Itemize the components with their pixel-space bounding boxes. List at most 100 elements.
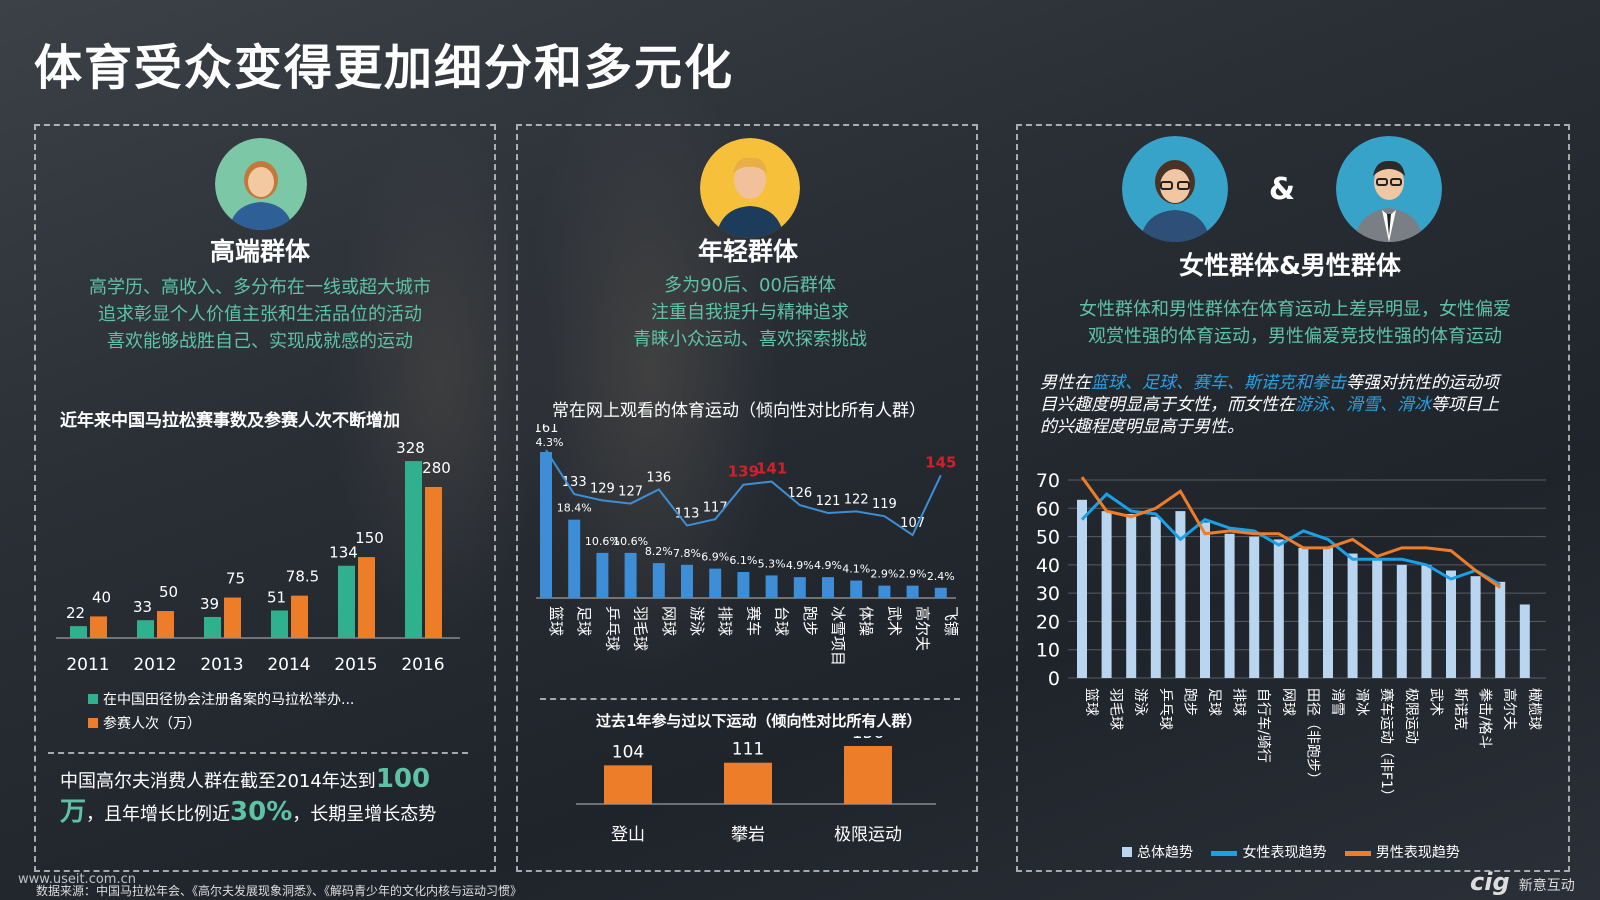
x-tick-label: 赛车运动（非F1） (1378, 688, 1395, 803)
line-data-label: 121 (816, 494, 841, 509)
marathon-chart-title: 近年来中国马拉松赛事数及参赛人次不断增加 (60, 411, 400, 431)
bar-events (204, 616, 221, 638)
x-tick-label: 赛车 (744, 606, 762, 636)
line-data-label: 126 (787, 486, 812, 501)
desc-line: 喜欢能够战胜自己、实现成就感的运动 (107, 331, 413, 352)
y-tick-label: 70 (1036, 470, 1060, 492)
divider (540, 698, 960, 700)
line-data-label: 133 (562, 475, 587, 490)
marathon-legend: 在中国田径协会注册备案的马拉松举办... 参赛人次（万） (88, 688, 354, 736)
bar-data-label: 34.3% (536, 436, 563, 449)
page-title: 体育受众变得更加细分和多元化 (34, 40, 735, 96)
female-trend-line (1080, 492, 1501, 586)
x-tick-label: 2016 (401, 655, 444, 675)
y-tick-label: 10 (1036, 640, 1060, 662)
data-label: 40 (92, 588, 111, 606)
line-data-label: 122 (844, 492, 869, 507)
bar (934, 587, 947, 598)
bar-data-label: 2.9% (899, 568, 927, 581)
gender-title: 女性群体&男性群体 (1179, 251, 1401, 280)
bar-data-label: 4.1% (842, 563, 870, 576)
x-tick-label: 登山 (611, 825, 645, 845)
bar-overall (1077, 499, 1087, 678)
data-label: 78.5 (286, 568, 319, 586)
data-label: 104 (612, 742, 644, 762)
golf-highlight-rate: 30% (230, 797, 293, 827)
gender-description: 女性群体和男性群体在体育运动上差异明显，女性偏爱 观赏性强的体育运动，男性偏爱竞… (1030, 296, 1560, 350)
bar-overall (1298, 547, 1309, 678)
male-trend-line (1080, 476, 1502, 589)
participation-chart: 104 登山 111 攀岩 156 极限运动 (576, 736, 936, 845)
bar (878, 585, 891, 598)
young-panel (516, 124, 978, 872)
divider (48, 752, 468, 754)
golf-note: 中国高尔夫消费人群在截至2014年达到100万，且年增长比例近30%，长期呈增长… (60, 764, 437, 827)
line-data-label: 141 (756, 460, 787, 478)
y-tick-label: 40 (1036, 555, 1060, 577)
young-title: 年轻群体 (697, 237, 798, 266)
x-tick-label: 2012 (133, 655, 176, 675)
bar (765, 575, 778, 598)
bar (724, 762, 772, 804)
x-tick-label: 高尔夫 (914, 606, 932, 651)
gender-note: 男性在篮球、足球、赛车、斯诺克和拳击等强对抗性的运动项 目兴趣度明显高于女性，而… (1040, 373, 1499, 437)
x-tick-label: 足球 (1206, 688, 1222, 716)
bar (737, 572, 750, 598)
x-tick-label: 拳击/格斗 (1477, 688, 1493, 749)
desc-line: 青睐小众运动、喜欢探索挑战 (633, 329, 867, 350)
brand: cig 新意互动 (1470, 868, 1575, 896)
gender-chart: 70 60 50 40 30 20 10 0 篮球 羽毛球 游泳 乒乓球 跑步 足球 排球 自行车/骑行 网球田… (1036, 470, 1546, 803)
line-data-label: 145 (925, 453, 956, 471)
x-tick-label: 极限运动 (1403, 688, 1419, 744)
desc-line: 注重自我提升与精神追求 (651, 302, 849, 323)
bar-participants (425, 486, 442, 638)
gender-legend: 总体趋势 女性表现趋势 男性表现趋势 (1122, 842, 1460, 862)
desc-line: 高学历、高收入、多分布在一线或超大城市 (89, 277, 431, 298)
x-tick-label: 跑步 (801, 606, 819, 636)
bar-data-label: 2.9% (870, 568, 898, 581)
x-tick-label: 滑冰 (1354, 688, 1371, 716)
data-label: 111 (732, 740, 764, 760)
data-label: 51 (267, 588, 286, 606)
bar-overall (1519, 604, 1530, 678)
male-sports-highlight: 篮球、足球、赛车、斯诺克和拳击 (1091, 373, 1346, 393)
x-tick-label: 武术 (885, 606, 903, 636)
x-tick-label: 羽毛球 (632, 606, 650, 651)
x-tick-label: 攀岩 (731, 825, 765, 845)
x-tick-label: 网球 (1280, 688, 1296, 716)
bar (681, 564, 693, 598)
brand-logo: cig (1470, 868, 1510, 896)
bar-overall (1421, 564, 1432, 678)
y-tick-label: 50 (1036, 527, 1060, 549)
bar (906, 585, 919, 598)
bar-data-label: 18.4% (557, 502, 592, 515)
legend-item-participants: 参赛人次（万） (88, 712, 354, 736)
line-data-label: 136 (646, 470, 671, 485)
bar-overall (1150, 516, 1161, 678)
data-label: 134 (329, 544, 358, 562)
bar-data-label: 5.3% (758, 557, 786, 570)
bar-overall (1347, 553, 1358, 678)
bar-participants (224, 597, 241, 638)
x-tick-label: 2011 (66, 655, 109, 675)
avatar-woman-icon (215, 138, 307, 230)
bar-data-label: 6.9% (701, 551, 729, 564)
data-source: 数据来源：中国马拉松年会、《高尔夫发展现象洞悉》、《解码青少年的文化内核与运动习… (36, 884, 523, 898)
x-tick-label: 足球 (575, 606, 593, 636)
bar (652, 563, 665, 598)
x-tick-label: 跑步 (1181, 688, 1197, 716)
x-tick-label: 羽毛球 (1108, 688, 1124, 730)
bar-participants (291, 595, 308, 638)
high-end-title: 高端群体 (209, 237, 310, 266)
bar-overall (1446, 570, 1456, 678)
ampersand: & (1268, 172, 1296, 207)
bar-data-label: 4.9% (786, 559, 814, 572)
data-label: 75 (226, 570, 245, 588)
x-tick-label: 乒乓球 (603, 606, 621, 651)
data-label: 22 (66, 604, 85, 622)
desc-line: 观赏性强的体育运动，男性偏爱竞技性强的体育运动 (1088, 326, 1502, 347)
bar-overall (1175, 511, 1186, 678)
desc-line: 多为90后、00后群体 (664, 275, 836, 296)
y-tick-label: 20 (1036, 611, 1060, 633)
